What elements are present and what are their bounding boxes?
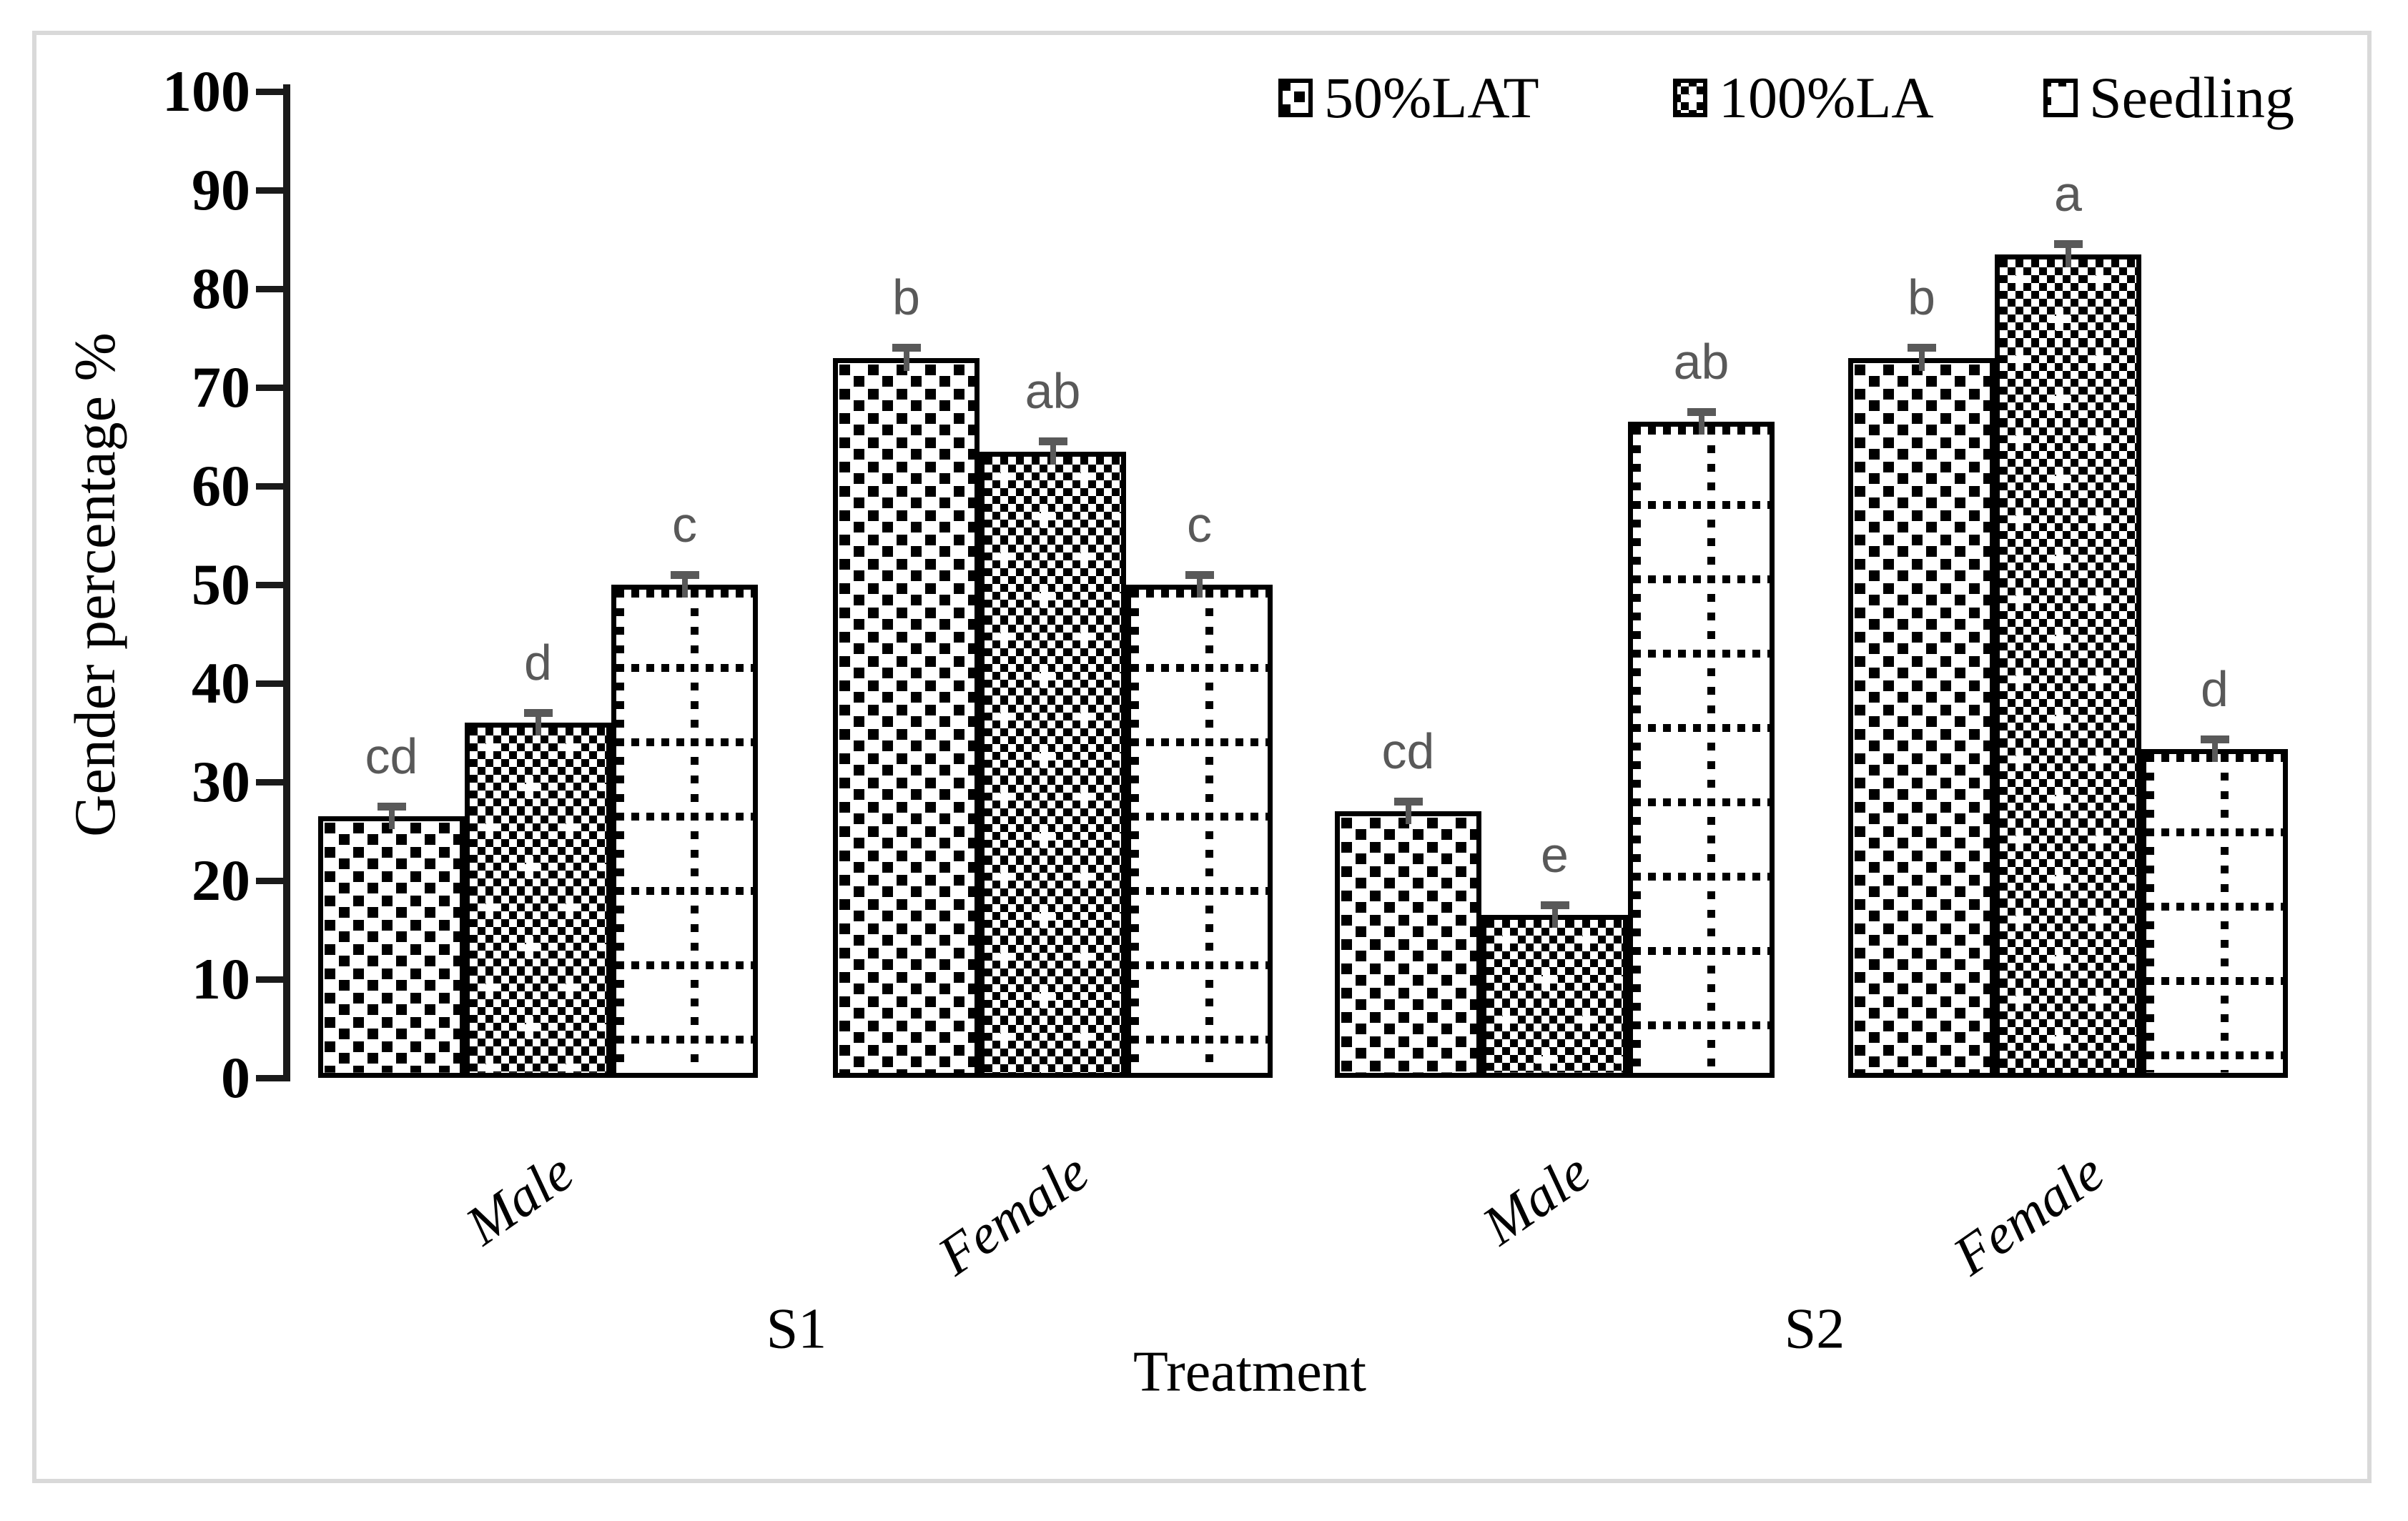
y-tick-label: 90 — [192, 157, 250, 222]
legend-label-seedling: Seedling — [2089, 65, 2294, 130]
figure-border — [32, 31, 2372, 1483]
y-tick-label: 10 — [192, 946, 250, 1011]
legend-item-100la: 100%LA — [1673, 64, 1934, 132]
bar-pattern-speckled-squares — [1853, 362, 1990, 1073]
bar-pattern-dense-checker — [2000, 259, 2136, 1073]
error-bar-stem — [903, 347, 909, 371]
sig-letter: cd — [1381, 723, 1435, 780]
error-bar-cap — [1038, 437, 1067, 446]
y-tick-mark — [256, 976, 290, 983]
sig-letter: b — [892, 269, 920, 326]
bar-100%LA-group3 — [1481, 915, 1628, 1078]
y-tick-label: 100 — [162, 59, 250, 124]
error-bar-cap — [670, 570, 699, 579]
treatment-label-s1: S1 — [766, 1297, 827, 1361]
error-bar-cap — [377, 803, 406, 811]
error-bar-stem — [1405, 801, 1411, 825]
treatment-label-s2: S2 — [1784, 1297, 1845, 1361]
error-bar-stem — [1196, 575, 1203, 598]
y-tick-label: 30 — [192, 749, 250, 814]
y-tick-label: 50 — [192, 552, 250, 617]
y-tick-mark — [256, 877, 290, 884]
y-tick-mark — [256, 187, 290, 194]
bar-pattern-dotted-grid — [616, 590, 753, 1073]
error-bar-stem — [1050, 441, 1056, 465]
legend-swatch-100la-icon — [1673, 79, 1707, 117]
error-bar-stem — [2211, 739, 2218, 763]
bar-50%LAT-group1 — [318, 816, 465, 1078]
bar-100%LA-group1 — [465, 723, 611, 1078]
y-tick-label: 40 — [192, 650, 250, 715]
bar-pattern-speckled-squares — [1340, 816, 1476, 1073]
y-tick-mark — [256, 482, 290, 490]
y-tick-mark — [256, 1074, 290, 1081]
y-tick-mark — [256, 680, 290, 687]
bar-pattern-speckled-squares — [838, 362, 974, 1073]
sig-letter: c — [672, 496, 697, 553]
bar-pattern-dotted-grid — [2146, 754, 2283, 1073]
bar-Seedling-group4 — [2141, 749, 2288, 1078]
bar-50%LAT-group4 — [1848, 357, 1995, 1078]
bar-Seedling-group3 — [1628, 422, 1775, 1078]
sig-letter: d — [524, 634, 552, 690]
x-axis-title: Treatment — [1133, 1340, 1366, 1404]
y-tick-label: 0 — [221, 1045, 250, 1110]
y-tick-mark — [256, 384, 290, 391]
error-bar-cap — [1907, 344, 1936, 352]
error-bar-stem — [1551, 905, 1558, 928]
y-tick-label: 80 — [192, 256, 250, 321]
legend-swatch-seedling-icon — [2043, 79, 2078, 117]
bar-100%LA-group4 — [1995, 254, 2141, 1078]
bar-pattern-dotted-grid — [1633, 427, 1770, 1073]
error-bar-cap — [2200, 735, 2229, 744]
legend-item-50lat: 50%LAT — [1278, 64, 1539, 132]
sig-letter: d — [2201, 661, 2229, 718]
sig-letter: a — [2054, 166, 2082, 222]
y-tick-label: 70 — [192, 355, 250, 420]
sig-letter: e — [1541, 827, 1569, 883]
legend-swatch-50lat-icon — [1278, 79, 1313, 117]
sig-letter: ab — [1673, 334, 1729, 390]
error-bar-stem — [681, 575, 688, 598]
bar-50%LAT-group3 — [1335, 811, 1481, 1078]
bar-pattern-dense-checker — [1486, 920, 1623, 1073]
y-tick-mark — [256, 778, 290, 786]
legend-item-seedling: Seedling — [2043, 64, 2294, 132]
bar-pattern-dotted-grid — [1131, 590, 1268, 1073]
y-tick-mark — [256, 581, 290, 588]
bar-Seedling-group1 — [611, 585, 758, 1078]
sig-letter: c — [1187, 496, 1212, 553]
error-bar-cap — [892, 344, 921, 352]
error-bar-cap — [1393, 798, 1423, 806]
sig-letter: b — [1908, 269, 1935, 326]
error-bar-stem — [535, 713, 541, 736]
bar-pattern-dense-checker — [470, 728, 606, 1073]
error-bar-cap — [1687, 408, 1716, 416]
y-tick-mark — [256, 88, 290, 95]
y-tick-mark — [256, 285, 290, 292]
bar-100%LA-group2 — [980, 451, 1126, 1078]
error-bar-cap — [2053, 240, 2083, 249]
y-tick-label: 20 — [192, 848, 250, 913]
error-bar-cap — [523, 708, 553, 717]
error-bar-stem — [1698, 412, 1704, 435]
sig-letter: cd — [365, 728, 418, 784]
error-bar-stem — [2065, 244, 2071, 267]
bar-pattern-speckled-squares — [323, 821, 460, 1073]
legend-label-100la: 100%LA — [1719, 65, 1934, 130]
legend-label-50lat: 50%LAT — [1324, 65, 1539, 130]
error-bar-stem — [1918, 347, 1925, 371]
error-bar-cap — [1185, 570, 1214, 579]
error-bar-stem — [388, 806, 395, 830]
sig-letter: ab — [1025, 363, 1081, 420]
bar-50%LAT-group2 — [833, 357, 980, 1078]
bar-pattern-dense-checker — [985, 456, 1121, 1073]
bar-Seedling-group2 — [1126, 585, 1273, 1078]
y-tick-label: 60 — [192, 453, 250, 518]
error-bar-cap — [1540, 901, 1569, 909]
